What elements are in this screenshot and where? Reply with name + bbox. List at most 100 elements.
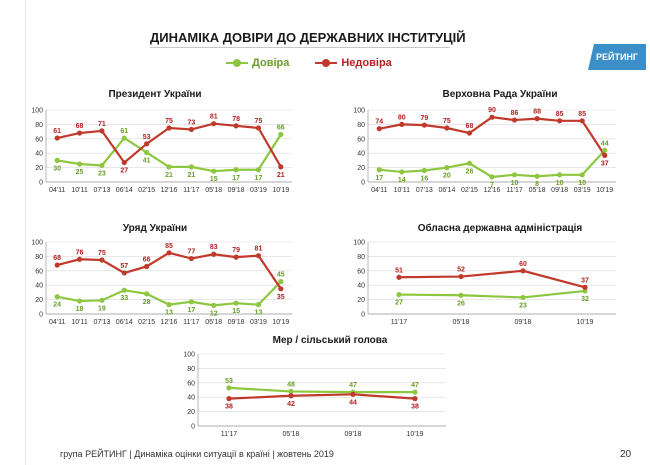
data-label-trust: 47 xyxy=(349,382,357,389)
point-distrust xyxy=(144,141,150,147)
data-label-distrust: 90 xyxy=(488,107,496,114)
x-tick-label: 10'11 xyxy=(71,187,87,194)
data-label-distrust: 80 xyxy=(398,114,406,121)
x-tick-label: 10'19 xyxy=(272,187,289,194)
x-tick-label: 12'16 xyxy=(161,187,178,194)
point-trust xyxy=(233,167,239,173)
x-tick-label: 09'18 xyxy=(228,319,245,326)
point-trust xyxy=(166,302,172,308)
data-label-trust: 32 xyxy=(581,296,589,303)
x-tick-label: 10'11 xyxy=(71,319,87,326)
y-tick-label: 40 xyxy=(357,283,365,290)
x-tick-label: 05'18 xyxy=(283,431,300,438)
point-trust xyxy=(188,164,194,170)
data-label-trust: 16 xyxy=(420,175,428,182)
point-trust xyxy=(582,288,588,294)
data-label-trust: 47 xyxy=(411,382,419,389)
y-tick-label: 0 xyxy=(361,312,365,319)
point-trust xyxy=(255,302,262,308)
point-distrust xyxy=(421,122,427,128)
y-tick-label: 20 xyxy=(35,165,43,172)
point-trust xyxy=(121,287,127,293)
data-label-distrust: 88 xyxy=(533,109,541,116)
point-distrust xyxy=(278,286,284,292)
point-distrust xyxy=(76,256,83,262)
point-trust xyxy=(421,167,427,174)
y-tick-label: 40 xyxy=(357,151,365,158)
data-label-distrust: 81 xyxy=(210,114,218,121)
x-tick-label: 07'13 xyxy=(93,187,110,194)
data-label-trust: 30 xyxy=(53,165,61,172)
legend-swatch-trust xyxy=(226,58,248,68)
y-tick-label: 100 xyxy=(31,108,43,115)
x-tick-label: 09'18 xyxy=(228,187,245,194)
point-trust xyxy=(188,299,194,305)
point-distrust xyxy=(396,274,402,280)
data-label-distrust: 37 xyxy=(581,277,589,284)
point-distrust xyxy=(144,263,150,270)
data-label-distrust: 68 xyxy=(76,123,84,130)
point-distrust xyxy=(376,126,382,132)
legend: Довіра Недовіра xyxy=(226,57,392,69)
point-trust xyxy=(557,172,563,178)
data-label-trust: 17 xyxy=(232,175,240,182)
x-tick-label: 09'18 xyxy=(345,431,362,438)
legend-swatch-distrust xyxy=(315,58,338,68)
data-label-trust: 20 xyxy=(443,173,451,180)
series-line-distrust xyxy=(398,269,586,289)
data-label-trust: 25 xyxy=(76,169,84,176)
y-tick-label: 60 xyxy=(357,136,365,143)
data-label-distrust: 76 xyxy=(76,249,84,256)
data-label-trust: 19 xyxy=(98,305,106,312)
data-label-trust: 27 xyxy=(395,300,403,307)
y-tick-label: 80 xyxy=(357,254,365,261)
chart-title: Уряд України xyxy=(123,223,187,234)
y-tick-label: 0 xyxy=(361,180,365,187)
point-trust xyxy=(211,302,217,308)
x-tick-label: 05'18 xyxy=(205,187,222,194)
y-tick-label: 40 xyxy=(35,283,43,290)
point-distrust xyxy=(534,116,540,122)
series-line-distrust xyxy=(228,393,416,400)
chart-regional-administration: Обласна державна адміністрація 0 20 40 60 80 1… xyxy=(350,222,625,332)
point-trust xyxy=(602,147,608,153)
y-tick-label: 0 xyxy=(39,312,43,319)
data-label-distrust: 52 xyxy=(457,267,465,274)
legend-item-distrust: Недовіра xyxy=(315,57,392,69)
data-label-distrust: 60 xyxy=(519,261,527,268)
point-trust xyxy=(511,172,518,178)
data-label-trust: 23 xyxy=(519,302,527,309)
x-tick-label: 09'18 xyxy=(551,187,568,194)
data-label-trust: 33 xyxy=(120,295,128,302)
x-tick-label: 05'18 xyxy=(205,319,222,326)
point-distrust xyxy=(211,251,217,257)
point-distrust xyxy=(399,121,405,127)
data-label-distrust: 85 xyxy=(578,111,586,118)
x-tick-label: 02'15 xyxy=(138,187,155,194)
y-tick-label: 20 xyxy=(357,297,365,304)
point-trust xyxy=(489,174,495,180)
x-tick-label: 06'14 xyxy=(116,319,133,326)
point-distrust xyxy=(458,273,464,280)
point-trust xyxy=(579,172,585,178)
point-trust xyxy=(166,164,172,170)
data-label-distrust: 79 xyxy=(232,247,240,254)
point-trust xyxy=(278,131,284,138)
data-label-trust: 66 xyxy=(277,124,285,131)
x-tick-label: 10'19 xyxy=(272,319,289,326)
x-tick-label: 06'14 xyxy=(116,187,133,194)
chart-mayor: Мер / сільський голова 0 20 40 60 80 100 11'17 0… xyxy=(180,334,455,444)
y-tick-label: 40 xyxy=(35,151,43,158)
point-distrust xyxy=(288,393,294,399)
data-label-trust: 8 xyxy=(535,181,539,188)
x-tick-label: 11'17 xyxy=(183,319,199,326)
y-tick-label: 100 xyxy=(31,240,43,247)
point-distrust xyxy=(99,128,105,134)
y-tick-label: 80 xyxy=(35,122,43,129)
x-tick-label: 07'13 xyxy=(93,319,110,326)
series-line-distrust xyxy=(379,116,606,156)
point-trust xyxy=(520,294,526,301)
point-distrust xyxy=(466,130,473,136)
data-label-trust: 41 xyxy=(143,157,151,164)
legend-label-distrust: Недовіра xyxy=(341,57,392,69)
